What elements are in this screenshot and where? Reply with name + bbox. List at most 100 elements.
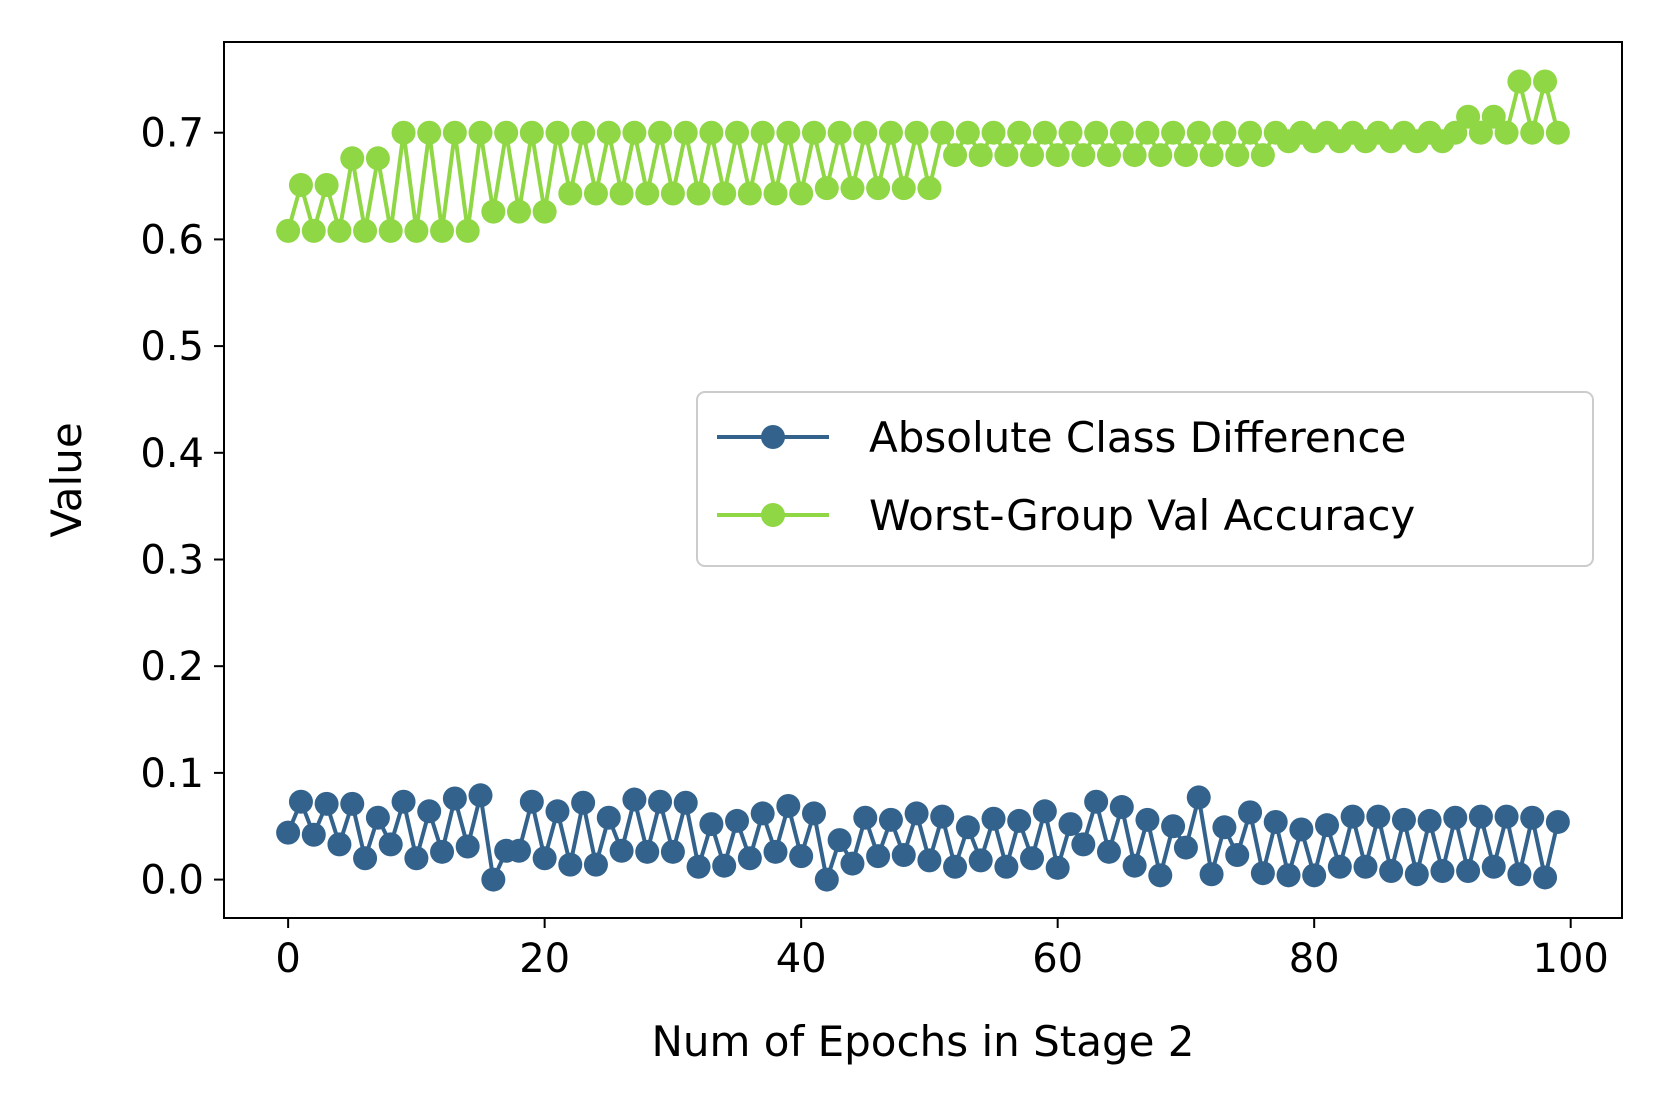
data-point (994, 854, 1019, 879)
data-point (404, 218, 429, 243)
data-point (276, 218, 301, 243)
data-point (519, 120, 544, 145)
data-point (968, 143, 993, 168)
data-point (801, 801, 826, 826)
data-point (506, 838, 531, 863)
data-point (827, 120, 852, 145)
data-point (391, 120, 416, 145)
data-point (1481, 104, 1506, 129)
x-axis-ticks: 0 20 40 60 80 100 (275, 918, 1609, 982)
data-point (853, 120, 878, 145)
x-tick-label: 20 (519, 936, 570, 982)
data-point (1545, 809, 1570, 834)
data-point (1238, 120, 1263, 145)
data-point (1058, 812, 1083, 837)
data-point (686, 854, 711, 879)
data-point (327, 832, 352, 857)
y-tick-label: 0.3 (140, 537, 204, 583)
data-point (1468, 804, 1493, 829)
data-point (571, 120, 596, 145)
data-point (1007, 120, 1032, 145)
data-point (981, 120, 1006, 145)
data-point (699, 812, 724, 837)
series-0 (276, 783, 1570, 892)
data-point (1225, 143, 1250, 168)
plot-area-frame (223, 41, 1623, 919)
data-point (1507, 862, 1532, 887)
data-point (545, 799, 570, 824)
data-point (1366, 804, 1391, 829)
data-point (712, 853, 737, 878)
data-point (430, 218, 455, 243)
legend-marker (761, 503, 785, 527)
data-point (660, 181, 685, 206)
data-point (365, 805, 390, 830)
data-point (1032, 120, 1057, 145)
data-point (276, 820, 301, 845)
data-point (930, 804, 955, 829)
data-point (1084, 120, 1109, 145)
data-point (1199, 862, 1224, 887)
data-point (789, 181, 814, 206)
data-point (814, 176, 839, 201)
series-1 (276, 69, 1570, 243)
data-point (1302, 863, 1327, 888)
data-point (1071, 832, 1096, 857)
legend: Absolute Class Difference Worst-Group Val… (696, 391, 1594, 567)
data-point (481, 867, 506, 892)
data-point (1020, 143, 1045, 168)
data-point (455, 218, 480, 243)
data-point (1315, 813, 1340, 838)
y-tick-label: 0.6 (140, 217, 204, 263)
data-point (1533, 69, 1558, 94)
data-point (750, 120, 775, 145)
data-point (1173, 143, 1198, 168)
data-point (955, 815, 980, 840)
data-point (288, 172, 313, 197)
data-point (635, 839, 660, 864)
x-tick-label: 60 (1032, 936, 1083, 982)
data-point (1135, 120, 1160, 145)
data-point (801, 120, 826, 145)
data-point (1533, 865, 1558, 890)
data-point (288, 789, 313, 814)
legend-label: Worst-Group Val Accuracy (869, 491, 1415, 540)
data-point (532, 199, 557, 224)
data-point (609, 181, 634, 206)
x-tick-label: 100 (1533, 936, 1609, 982)
data-point (391, 789, 416, 814)
data-point (840, 176, 865, 201)
data-point (1161, 120, 1186, 145)
data-point (776, 120, 801, 145)
data-point (1340, 804, 1365, 829)
y-tick-label: 0.4 (140, 431, 204, 477)
data-point (1199, 143, 1224, 168)
y-tick-label: 0.0 (140, 858, 204, 904)
legend-item-0: Absolute Class Difference (717, 413, 1406, 462)
data-point (1058, 120, 1083, 145)
data-point (571, 790, 596, 815)
data-point (519, 789, 544, 814)
data-point (430, 839, 455, 864)
data-point (930, 120, 955, 145)
data-point (558, 852, 583, 877)
legend-box (696, 391, 1594, 567)
data-point (904, 120, 929, 145)
data-point (301, 822, 326, 847)
data-point (404, 846, 429, 871)
data-point (750, 801, 775, 826)
data-point (673, 790, 698, 815)
data-point (1096, 143, 1121, 168)
y-tick-label: 0.2 (140, 644, 204, 690)
data-point (1263, 809, 1288, 834)
y-tick-label: 0.5 (140, 324, 204, 370)
data-point (596, 120, 621, 145)
legend-item-1: Worst-Group Val Accuracy (717, 491, 1415, 540)
data-point (442, 786, 467, 811)
data-point (789, 844, 814, 869)
data-point (814, 867, 839, 892)
data-point (1520, 120, 1545, 145)
data-point (1007, 808, 1032, 833)
data-point (1430, 859, 1455, 884)
